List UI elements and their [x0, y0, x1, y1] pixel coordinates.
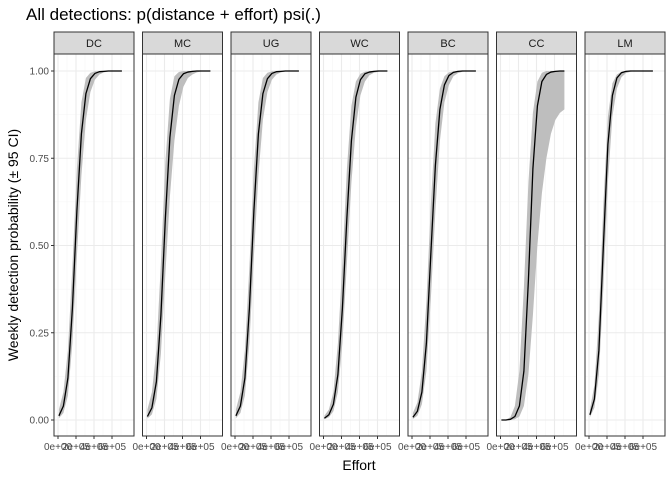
x-tick-label: 2e+05 — [150, 442, 179, 453]
strip-mc — [142, 31, 223, 55]
y-tick-label: 0.75 — [30, 154, 50, 165]
x-tick-label: 6e+05 — [363, 442, 392, 453]
strip-label-bc: BC — [440, 38, 455, 50]
estimate-line-ug — [235, 70, 299, 417]
x-tick-label: 6e+05 — [629, 442, 658, 453]
strip-wc — [319, 31, 400, 55]
strip-label-ug: UG — [263, 38, 280, 50]
panels: DC0e+002e+054e+056e+05MC0e+002e+054e+056… — [44, 31, 666, 453]
x-tick-label: 4e+05 — [611, 442, 640, 453]
y-tick-label: 0.25 — [30, 328, 50, 339]
ci-ribbon-ug — [235, 71, 299, 419]
x-tick-label: 6e+05 — [275, 442, 304, 453]
strip-bc — [407, 31, 489, 55]
y-tick-label: 0.00 — [30, 416, 50, 427]
x-tick-label: 0e+00 — [575, 442, 604, 453]
y-axis-title: Weekly detection probability (± 95 CI) — [5, 129, 21, 361]
ci-ribbon-cc — [501, 71, 565, 420]
estimate-line-lm — [589, 70, 653, 415]
x-tick-label: 2e+05 — [327, 442, 356, 453]
x-tick-label: 2e+05 — [62, 442, 91, 453]
estimate-line-dc — [58, 70, 122, 417]
ci-ribbon-dc — [58, 71, 122, 419]
estimate-line-wc — [324, 70, 388, 419]
ci-ribbon-bc — [412, 71, 476, 419]
x-tick-label: 6e+05 — [98, 442, 127, 453]
x-tick-label: 4e+05 — [522, 442, 551, 453]
x-tick-label: 2e+05 — [239, 442, 268, 453]
x-tick-label: 0e+00 — [309, 442, 338, 453]
estimate-line-mc — [146, 70, 211, 417]
strip-ug — [230, 31, 312, 55]
x-tick-label: 4e+05 — [434, 442, 463, 453]
y-axis: 0.00 0.25 0.50 0.75 1.00 — [30, 67, 54, 427]
strip-label-mc: MC — [174, 38, 191, 50]
chart-title: All detections: p(distance + effort) psi… — [26, 5, 321, 24]
strip-dc — [53, 31, 135, 55]
ci-ribbon-mc — [147, 71, 211, 419]
strip-label-cc: CC — [529, 38, 545, 50]
x-tick-label: 4e+05 — [168, 442, 197, 453]
estimate-line-bc — [412, 70, 476, 418]
x-tick-label: 4e+05 — [257, 442, 286, 453]
y-tick-label: 0.50 — [30, 241, 50, 252]
x-tick-label: 0e+00 — [132, 442, 161, 453]
x-tick-label: 2e+05 — [593, 442, 622, 453]
x-tick-label: 6e+05 — [540, 442, 569, 453]
x-tick-label: 0e+00 — [486, 442, 515, 453]
x-tick-label: 4e+05 — [345, 442, 374, 453]
x-tick-label: 6e+05 — [186, 442, 215, 453]
x-tick-label: 2e+05 — [504, 442, 533, 453]
strip-label-dc: DC — [86, 38, 102, 50]
strip-label-lm: LM — [617, 38, 632, 50]
strip-lm — [584, 31, 666, 55]
strip-cc — [496, 31, 577, 55]
x-axis-title: Effort — [342, 457, 375, 473]
x-tick-label: 0e+00 — [398, 442, 427, 453]
x-tick-label: 6e+05 — [452, 442, 481, 453]
x-tick-label: 2e+05 — [416, 442, 445, 453]
x-tick-label: 4e+05 — [80, 442, 109, 453]
strip-label-wc: WC — [350, 38, 368, 50]
y-tick-label: 1.00 — [30, 67, 50, 78]
x-tick-label: 0e+00 — [44, 442, 73, 453]
x-tick-label: 0e+00 — [221, 442, 250, 453]
estimate-line-cc — [501, 70, 565, 421]
